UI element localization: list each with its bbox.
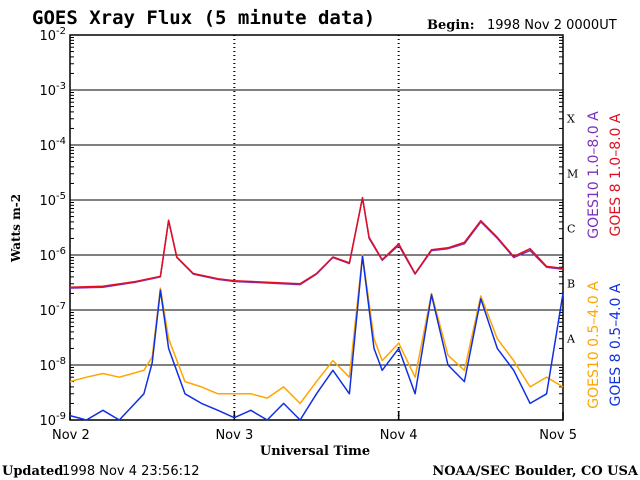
flare-class-labels: A B C M X: [566, 113, 578, 346]
series-line-4: [69, 255, 564, 421]
y-tick-label: 10-9: [39, 411, 66, 429]
x-axis-label: Universal Time: [260, 444, 370, 459]
legend-entry-3: GOES10 0.5–4.0 A: [586, 281, 602, 409]
y-axis-ticks: 10-910-810-710-610-510-410-310-2: [39, 26, 563, 429]
y-tick-power: -4: [56, 136, 66, 147]
y-tick-power: -3: [56, 81, 66, 92]
y-tick-power: -9: [56, 411, 66, 422]
y-tick-label: 10-2: [39, 26, 66, 44]
y-tick-base: 10: [39, 304, 56, 319]
y-tick-base: 10: [39, 414, 56, 429]
flare-class-label: A: [566, 333, 576, 346]
series-line-3: [69, 254, 564, 405]
series-line-1: [69, 196, 564, 289]
y-tick-label: 10-4: [39, 136, 66, 154]
y-tick-power: -5: [56, 191, 66, 202]
y-axis-label: Watts m-2: [9, 194, 23, 263]
legend-entry-2: GOES 8 1.0–8.0 A: [608, 113, 624, 236]
x-tick-label: Nov 3: [215, 428, 253, 443]
y-tick-power: -2: [56, 26, 66, 37]
chart-title: GOES Xray Flux (5 minute data): [32, 7, 375, 29]
y-tick-label: 10-3: [39, 81, 66, 99]
plot-frame: [69, 34, 564, 421]
flare-class-label: C: [567, 223, 575, 236]
series-layer: [69, 196, 564, 421]
x-axis-ticks: Nov 2 Nov 3 Nov 4 Nov 5: [52, 412, 577, 443]
x-tick-label: Nov 5: [539, 428, 577, 443]
y-tick-label: 10-6: [39, 246, 66, 264]
y-tick-power: -8: [56, 356, 66, 367]
series-line-2: [69, 196, 564, 288]
y-tick-power: -6: [56, 246, 66, 257]
y-tick-power: -7: [56, 301, 66, 312]
legend-entry-1: GOES10 1.0–8.0 A: [586, 111, 602, 239]
legend-entry-4: GOES 8 0.5–4.0 A: [608, 283, 624, 406]
y-tick-base: 10: [39, 29, 56, 44]
begin-value: 1998 Nov 2 0000UT: [487, 18, 617, 33]
flare-class-label: M: [567, 168, 578, 181]
legend: GOES10 1.0–8.0 A GOES 8 1.0–8.0 A GOES10 0…: [586, 111, 624, 409]
x-tick-label: Nov 4: [380, 428, 418, 443]
y-tick-label: 10-5: [39, 191, 66, 209]
y-tick-base: 10: [39, 139, 56, 154]
y-tick-label: 10-8: [39, 356, 66, 374]
y-tick-base: 10: [39, 84, 56, 99]
grid-layer: [70, 34, 563, 421]
updated-label: Updated: [2, 464, 63, 479]
y-tick-label: 10-7: [39, 301, 66, 319]
y-tick-base: 10: [39, 194, 56, 209]
flare-class-label: X: [567, 113, 575, 126]
flare-class-label: B: [567, 278, 575, 291]
credit-text: NOAA/SEC Boulder, CO USA: [432, 464, 639, 479]
updated-value: 1998 Nov 4 23:56:12: [62, 464, 200, 479]
y-tick-base: 10: [39, 249, 56, 264]
y-tick-base: 10: [39, 359, 56, 374]
x-tick-label: Nov 2: [52, 428, 90, 443]
begin-label: Begin:: [427, 18, 475, 33]
